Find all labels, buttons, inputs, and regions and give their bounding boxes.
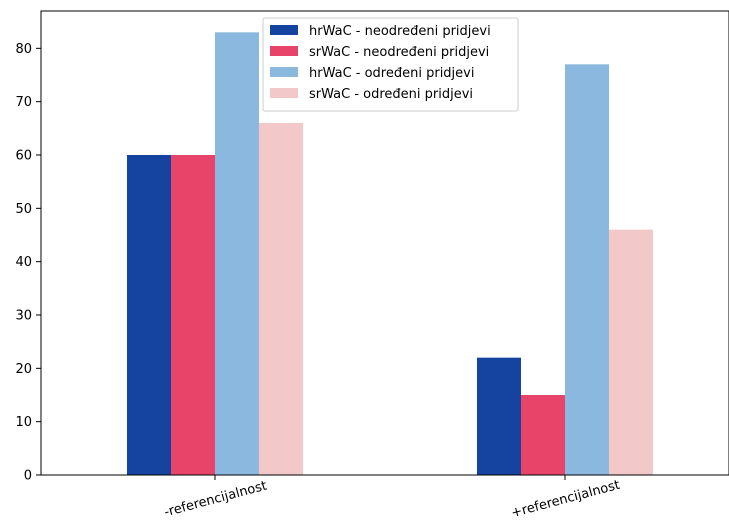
bar-2-1 bbox=[477, 357, 521, 475]
y-tick-label-7: 60 bbox=[15, 149, 32, 164]
legend: hrWaC - neodređeni pridjevi srWaC - neodr… bbox=[262, 17, 519, 112]
bar-1-3 bbox=[215, 32, 259, 475]
y-tick-label-1: 0 bbox=[24, 469, 32, 484]
legend-swatch-3 bbox=[270, 67, 298, 77]
y-tick-label-8: 70 bbox=[15, 95, 32, 110]
y-tick-label-6: 50 bbox=[15, 202, 32, 217]
legend-label-1: hrWaC - neodređeni pridjevi bbox=[309, 24, 491, 39]
bar-1-1 bbox=[127, 155, 171, 475]
legend-swatch-4 bbox=[270, 88, 298, 98]
y-axis-ticks: 0 10 20 30 40 50 60 70 80 bbox=[15, 42, 41, 484]
x-tick-label-1: -referencijalnost bbox=[163, 478, 269, 520]
legend-swatch-1 bbox=[270, 25, 298, 35]
y-tick-label-2: 10 bbox=[15, 415, 32, 430]
legend-swatch-2 bbox=[270, 46, 298, 56]
legend-frame bbox=[262, 17, 519, 112]
y-tick-label-5: 40 bbox=[15, 255, 32, 270]
legend-label-4: srWaC - određeni pridjevi bbox=[309, 87, 473, 102]
bar-2-3 bbox=[565, 64, 609, 475]
bars-group bbox=[127, 32, 653, 475]
legend-label-3: hrWaC - određeni pridjevi bbox=[309, 66, 474, 81]
bar-2-4 bbox=[609, 229, 653, 475]
y-tick-label-9: 80 bbox=[15, 42, 32, 57]
axes-group bbox=[40, 10, 729, 476]
bar-1-2 bbox=[171, 155, 215, 475]
x-tick-label-2: +referencijalnost bbox=[510, 478, 622, 521]
plot-area-frame bbox=[40, 10, 729, 476]
x-axis-ticks: -referencijalnost +referencijalnost bbox=[163, 475, 622, 521]
y-tick-label-3: 20 bbox=[15, 362, 32, 377]
bar-1-4 bbox=[259, 123, 303, 475]
bar-2-2 bbox=[521, 395, 565, 475]
y-tick-label-4: 30 bbox=[15, 309, 32, 324]
legend-label-2: srWaC - neodređeni pridjevi bbox=[309, 45, 489, 60]
